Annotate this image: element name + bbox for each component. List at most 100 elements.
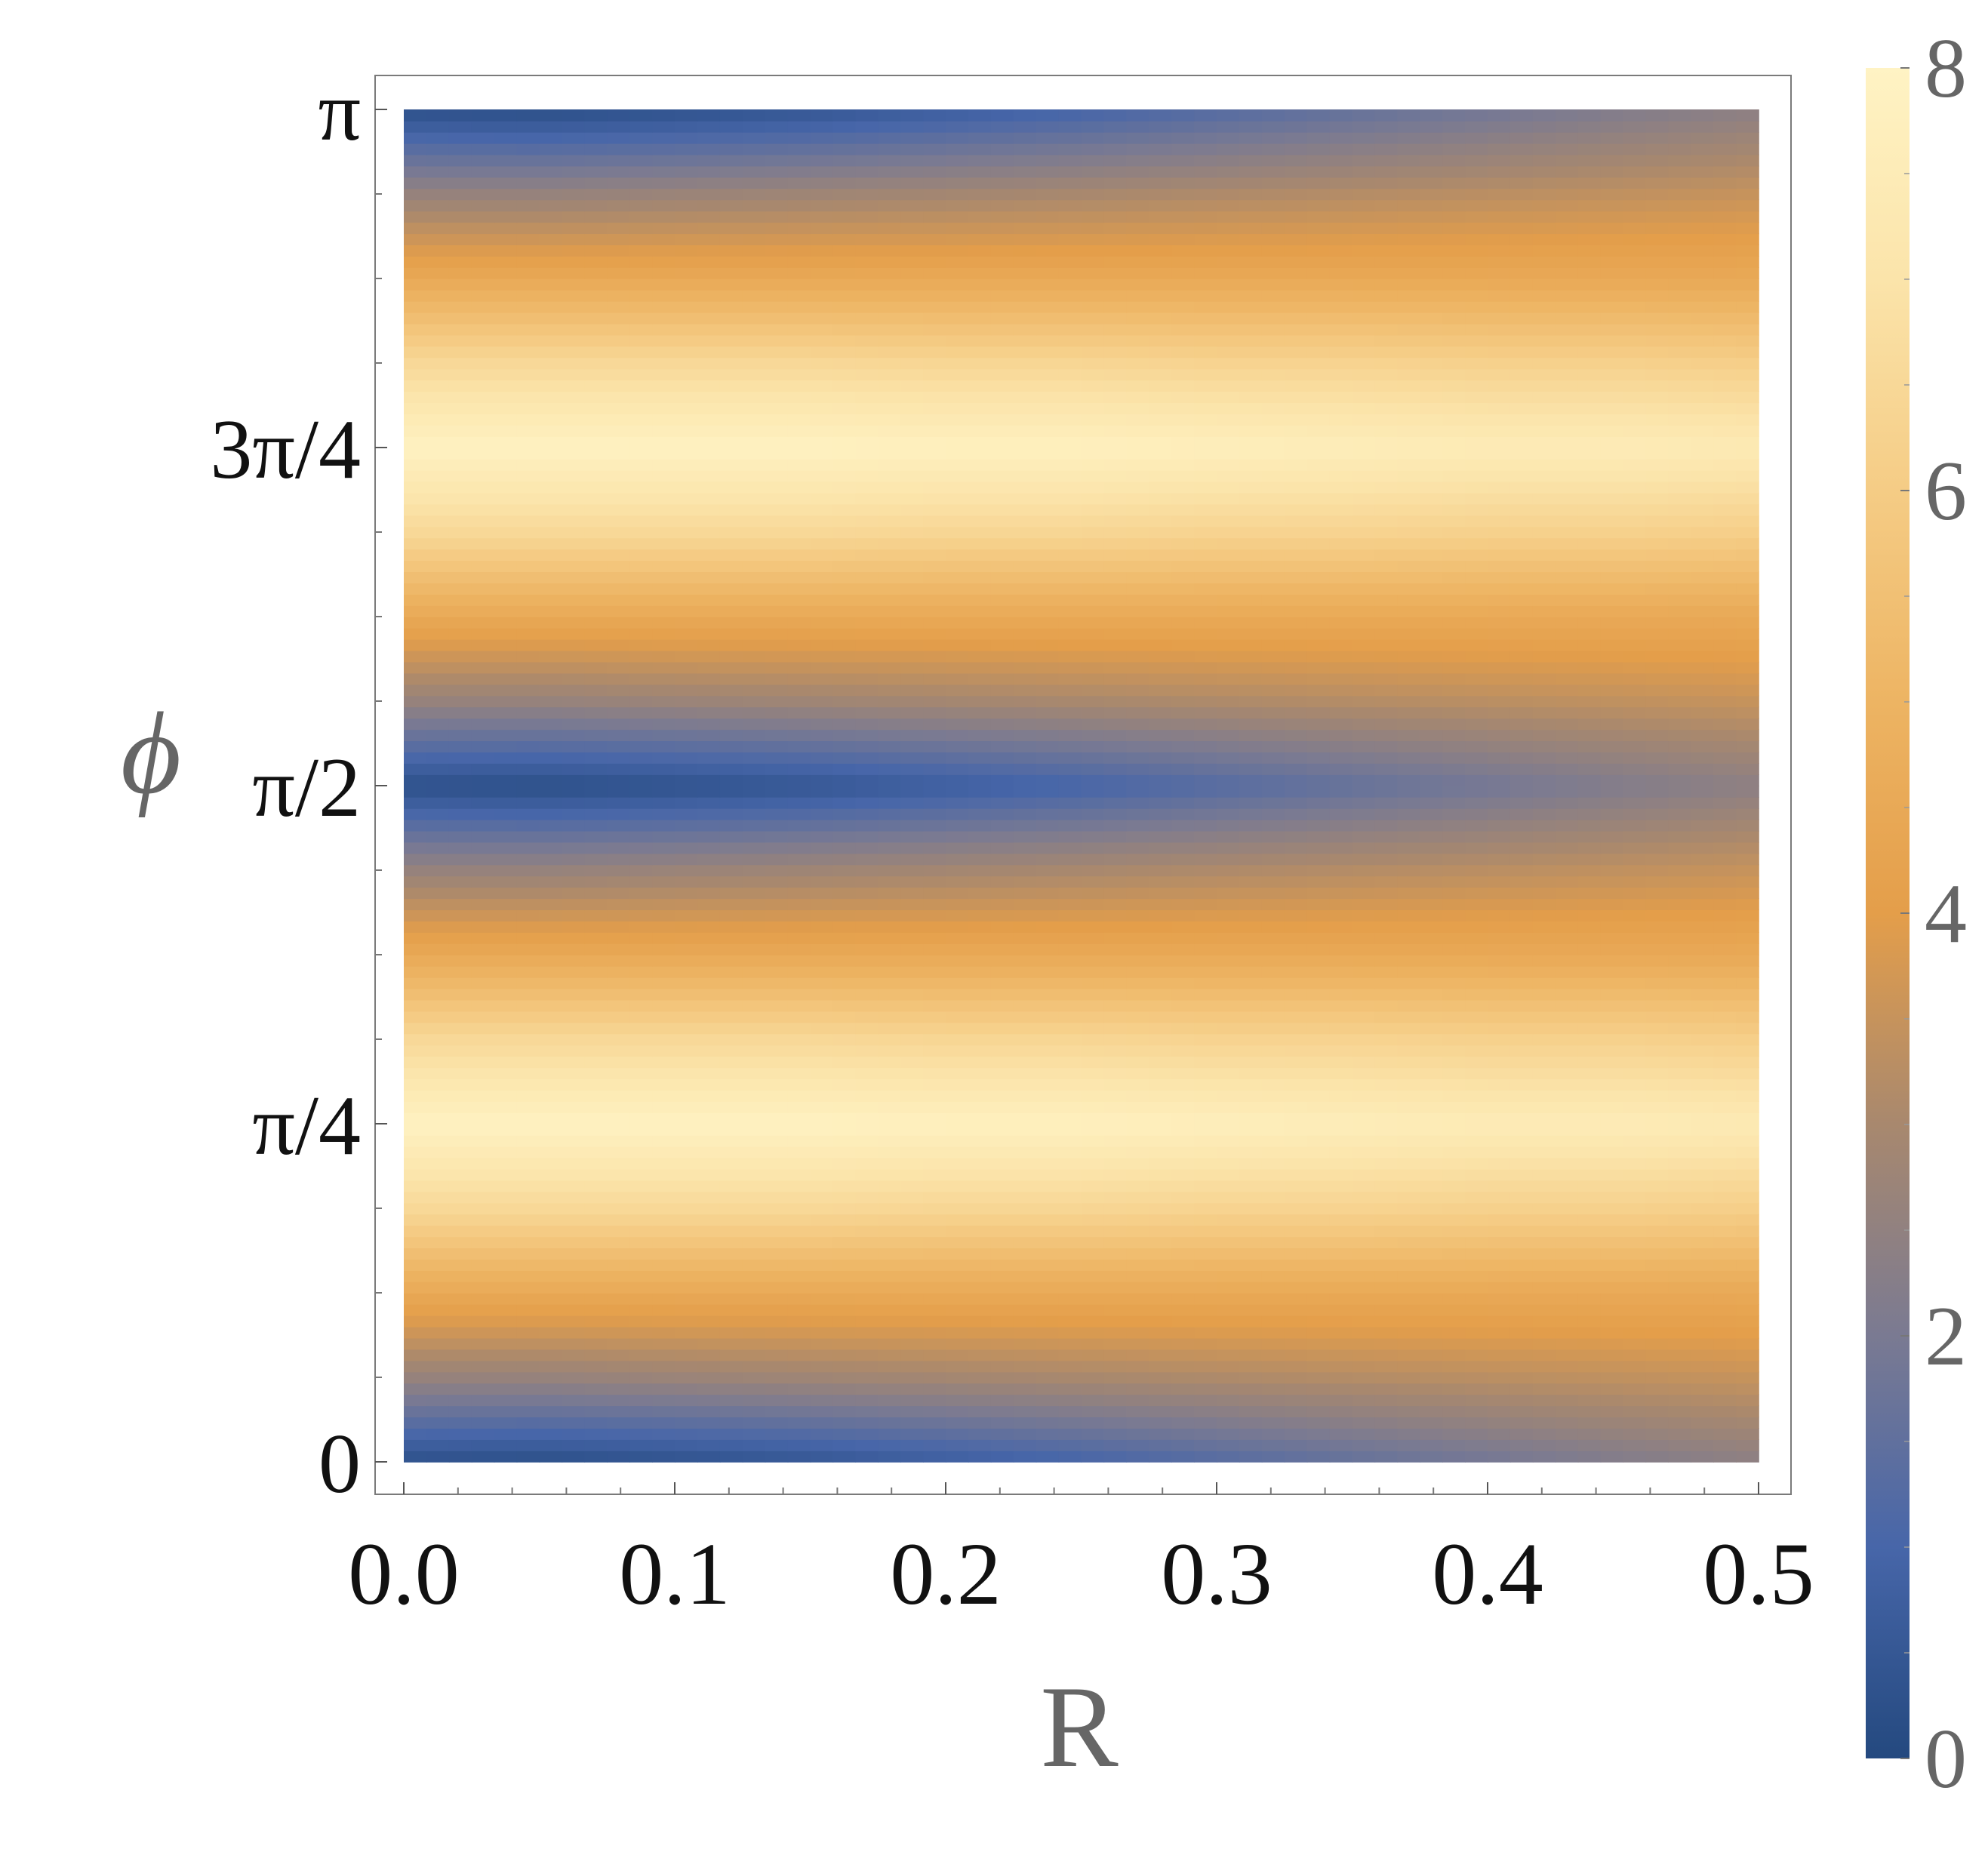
heatmap-cell — [1488, 1315, 1511, 1328]
heatmap-cell — [426, 1371, 450, 1384]
heatmap-cell — [1645, 1360, 1669, 1373]
heatmap-cell — [1374, 898, 1399, 911]
heatmap-cell — [404, 526, 427, 539]
heatmap-cell — [1194, 819, 1217, 832]
heatmap-cell — [1420, 1451, 1443, 1463]
heatmap-cell — [1442, 1405, 1466, 1418]
heatmap-cell — [946, 627, 969, 640]
heatmap-cell — [1509, 1281, 1534, 1294]
heatmap-cell — [1623, 1225, 1647, 1238]
heatmap-cell — [539, 1293, 563, 1305]
heatmap-cell — [742, 1337, 766, 1350]
heatmap-cell — [1509, 684, 1534, 697]
heatmap-cell — [1194, 1011, 1217, 1023]
heatmap-cell — [900, 560, 924, 573]
heatmap-cell — [1103, 1101, 1128, 1113]
heatmap-cell — [629, 1315, 653, 1328]
heatmap-cell — [1736, 1383, 1759, 1395]
heatmap-cell — [1397, 1293, 1421, 1305]
heatmap-cell — [855, 752, 879, 764]
heatmap-cell — [1532, 853, 1556, 866]
heatmap-cell — [675, 617, 698, 629]
heatmap-cell — [1374, 1303, 1399, 1316]
heatmap-cell — [448, 875, 472, 888]
heatmap-cell — [1126, 1439, 1150, 1451]
heatmap-cell — [832, 1349, 857, 1361]
heatmap-cell — [878, 740, 901, 752]
heatmap-cell — [832, 853, 857, 866]
heatmap-cell — [1509, 1270, 1534, 1282]
heatmap-cell — [1126, 583, 1150, 595]
heatmap-cell — [1555, 853, 1579, 866]
heatmap-cell — [471, 638, 495, 651]
heatmap-cell — [1284, 1394, 1308, 1407]
heatmap-cell — [1103, 1337, 1128, 1350]
heatmap-cell — [1465, 1146, 1488, 1158]
heatmap-cell — [426, 898, 450, 911]
heatmap-cell — [1645, 1090, 1669, 1102]
heatmap-cell — [1509, 1191, 1534, 1204]
heatmap-cell — [1668, 1067, 1692, 1080]
heatmap-cell — [1668, 1124, 1692, 1136]
heatmap-cell — [1036, 1428, 1060, 1440]
heatmap-cell — [516, 650, 540, 663]
heatmap-cell — [1217, 1337, 1240, 1350]
heatmap-cell — [629, 977, 653, 989]
heatmap-cell — [810, 718, 834, 731]
heatmap-cell — [1239, 1056, 1263, 1069]
heatmap-cell — [719, 808, 743, 820]
heatmap-cell — [1352, 638, 1376, 651]
heatmap-cell — [1013, 560, 1037, 573]
heatmap-cell — [832, 605, 857, 617]
heatmap-cell — [1668, 887, 1692, 900]
heatmap-cell — [765, 1225, 789, 1238]
heatmap-cell — [810, 1293, 834, 1305]
heatmap-cell — [1691, 1067, 1714, 1080]
heatmap-cell — [1058, 1225, 1082, 1238]
heatmap-cell — [471, 988, 495, 1001]
heatmap-cell — [1036, 988, 1060, 1001]
heatmap-cell — [1465, 661, 1488, 674]
heatmap-cell — [968, 1033, 992, 1046]
heatmap-cell — [832, 627, 857, 640]
heatmap-cell — [494, 1371, 518, 1384]
heatmap-cell — [448, 1293, 472, 1305]
heatmap-cell — [1600, 718, 1624, 731]
heatmap-cell — [607, 999, 630, 1012]
heatmap-cell — [1171, 1124, 1195, 1136]
heatmap-cell — [1465, 1022, 1488, 1035]
heatmap-cell — [1600, 887, 1624, 900]
heatmap-cell — [946, 1011, 969, 1023]
heatmap-cell — [1397, 1281, 1421, 1294]
heatmap-cell — [652, 1214, 675, 1226]
heatmap-cell — [1668, 1405, 1692, 1418]
heatmap-cell — [1509, 1112, 1534, 1124]
heatmap-cell — [1577, 638, 1602, 651]
heatmap-cell — [675, 1428, 698, 1440]
heatmap-cell — [1577, 537, 1602, 550]
heatmap-cell — [900, 1236, 924, 1249]
heatmap-cell — [1103, 650, 1128, 663]
heatmap-cell — [1058, 830, 1082, 843]
heatmap-cell — [697, 1168, 721, 1181]
heatmap-cell — [1081, 617, 1105, 629]
heatmap-cell — [404, 1394, 427, 1407]
heatmap-cell — [1194, 672, 1217, 685]
heatmap-cell — [562, 819, 586, 832]
heatmap-cell — [1623, 841, 1647, 854]
heatmap-cell — [1329, 786, 1353, 798]
heatmap-cell — [742, 1168, 766, 1181]
heatmap-cell — [494, 1270, 518, 1282]
heatmap-cell — [719, 977, 743, 989]
heatmap-cell — [832, 977, 857, 989]
heatmap-cell — [1261, 1451, 1285, 1463]
heatmap-cell — [539, 1067, 563, 1080]
heatmap-cell — [1488, 661, 1511, 674]
heatmap-cell — [1374, 955, 1399, 967]
heatmap-cell — [900, 1315, 924, 1328]
heatmap-cell — [1194, 684, 1217, 697]
heatmap-cell — [946, 819, 969, 832]
heatmap-cell — [1261, 695, 1285, 708]
heatmap-cell — [1329, 1349, 1353, 1361]
heatmap-cell — [471, 1281, 495, 1294]
